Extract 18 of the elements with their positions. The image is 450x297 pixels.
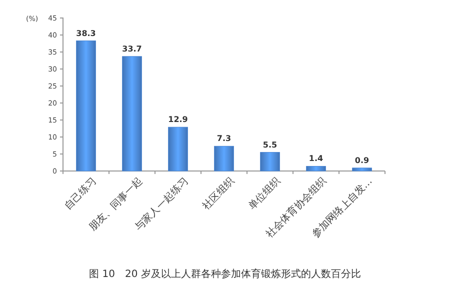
data-label: 33.7 (122, 44, 142, 54)
data-label: 1.4 (308, 154, 324, 164)
bar (168, 126, 188, 172)
bar (352, 168, 372, 172)
data-label: 12.9 (168, 115, 188, 124)
data-label: 38.3 (76, 28, 96, 38)
data-label: 0.9 (354, 156, 370, 165)
text: 图 10 20 岁及以上人群各种参加体育锻炼形式的人数百分比 (89, 268, 361, 280)
x-tick-label: 自己练习 (62, 175, 99, 212)
data-label: 7.3 (216, 134, 232, 144)
bar (122, 56, 142, 172)
data-label: 5.5 (262, 140, 278, 150)
bar (260, 152, 280, 172)
bar (76, 40, 96, 172)
x-tick-label: 社区组织 (200, 175, 237, 212)
x-tick-label: 单位组织 (246, 175, 283, 212)
bar (214, 146, 234, 172)
bar (306, 166, 326, 172)
